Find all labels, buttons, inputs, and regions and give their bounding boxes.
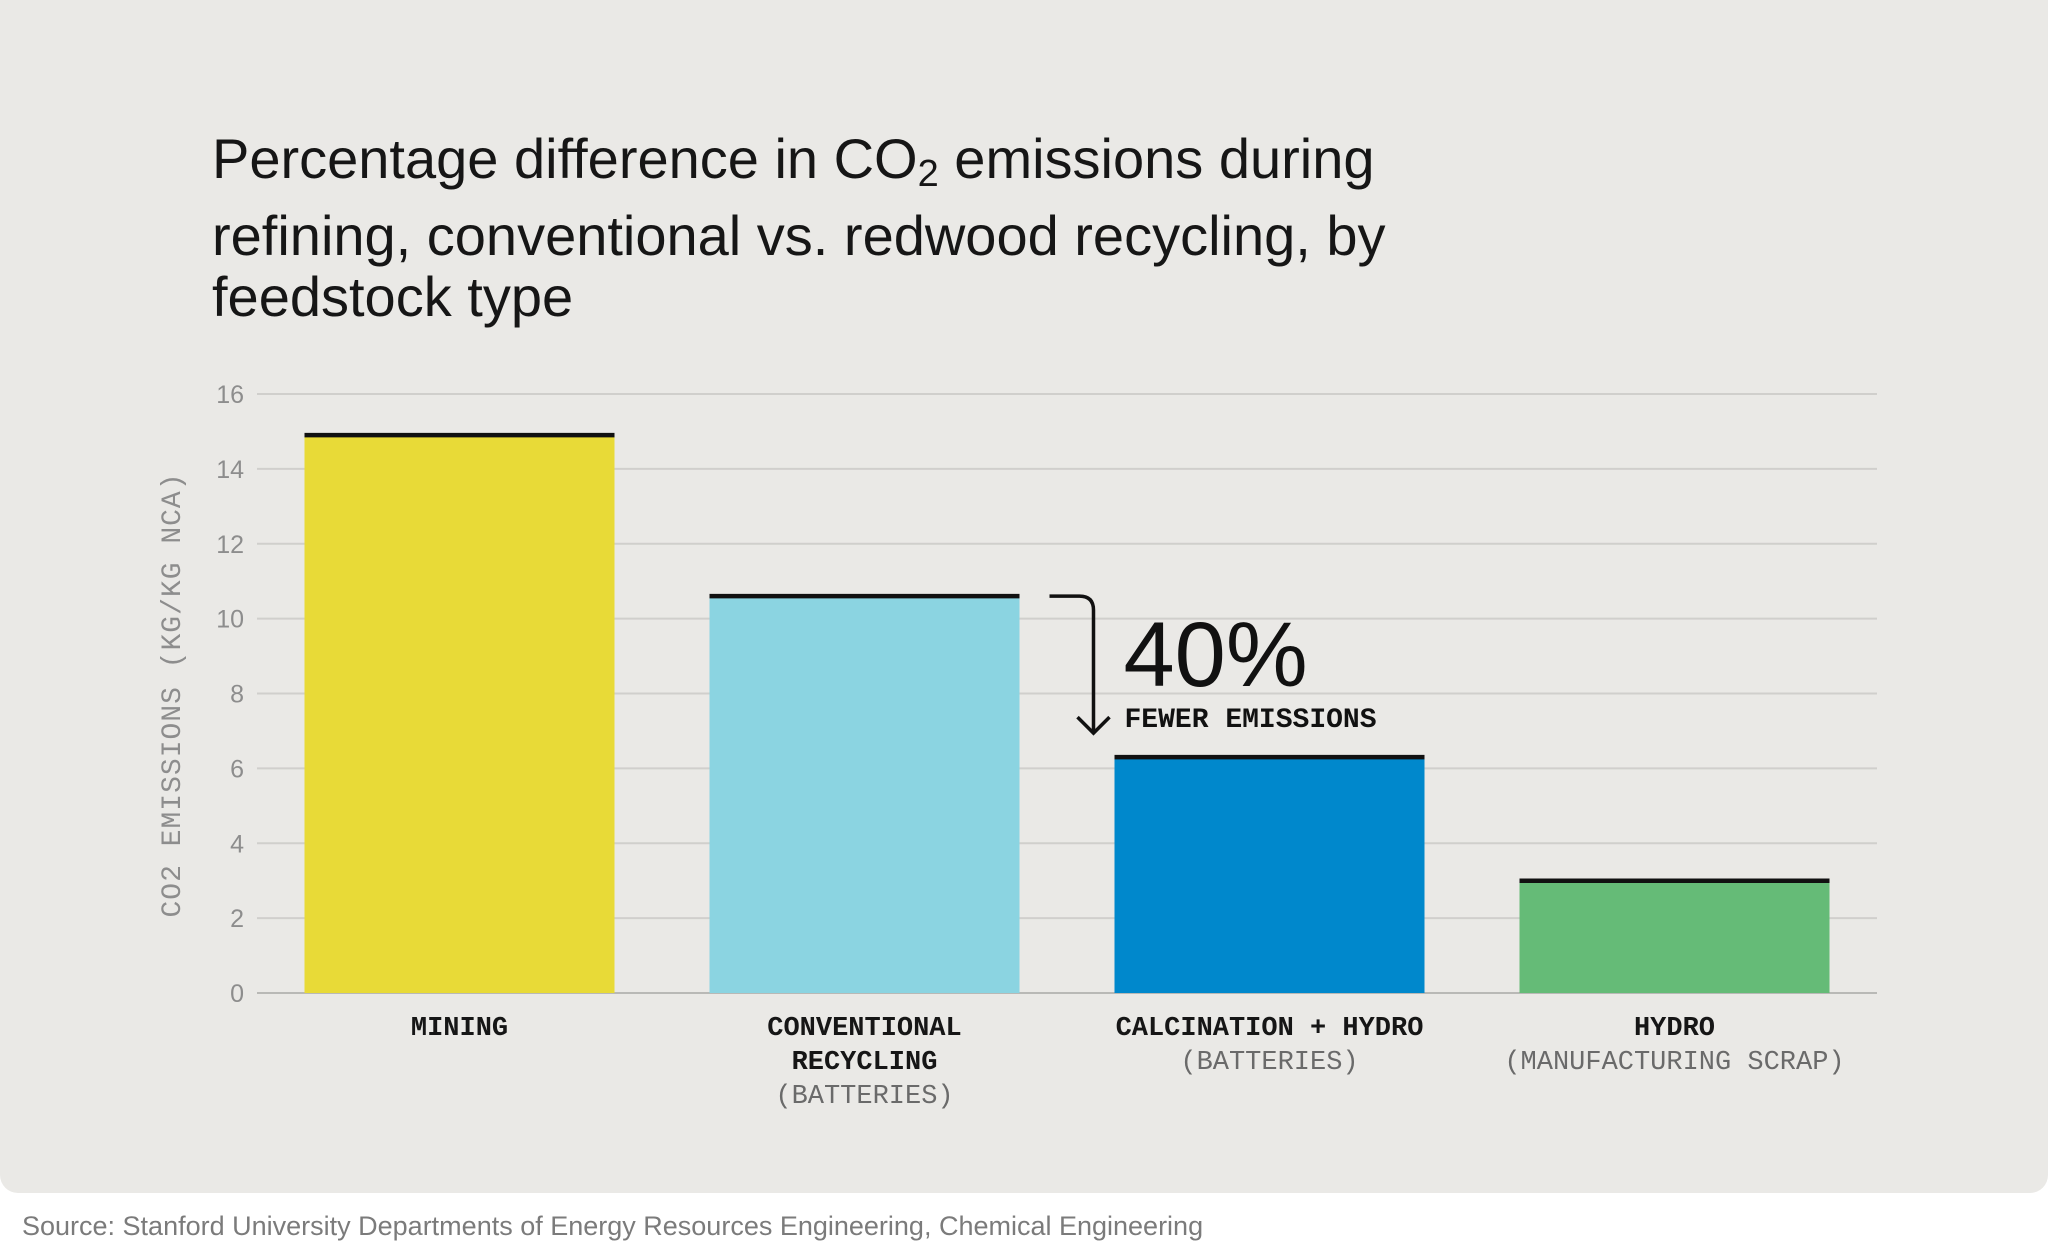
chart-title: Percentage difference in CO2 emissions d… <box>212 127 1386 328</box>
y-tick-label: 14 <box>216 456 244 484</box>
y-tick-label: 4 <box>230 830 244 858</box>
y-tick-label: 10 <box>216 606 244 634</box>
y-tick-label: 12 <box>216 531 244 559</box>
category-sublabel: (BATTERIES) <box>775 1082 953 1112</box>
y-tick-label: 0 <box>230 980 244 1008</box>
category-label: RECYCLING <box>792 1048 938 1078</box>
bar <box>1519 880 1830 993</box>
x-axis-categories: MINING CONVENTIONAL RECYCLING (BATTERIES) CA… <box>411 1014 1845 1112</box>
y-axis-ticks: 0 2 4 6 8 10 12 14 16 <box>216 381 244 1008</box>
category-label: HYDRO <box>1634 1014 1715 1044</box>
bar <box>304 435 615 993</box>
source-note: Source: Stanford University Departments … <box>22 1211 1204 1241</box>
annotation-label: FEWER EMISSIONS <box>1125 705 1377 736</box>
down-arrow-icon <box>1049 594 1111 736</box>
category-label: MINING <box>411 1014 508 1044</box>
category-label: CONVENTIONAL <box>767 1014 961 1044</box>
category-sublabel: (BATTERIES) <box>1180 1048 1358 1078</box>
bar <box>709 596 1020 993</box>
y-tick-label: 8 <box>230 681 244 709</box>
reduction-annotation: 40% FEWER EMISSIONS <box>1049 594 1377 736</box>
bars <box>304 432 1830 993</box>
y-tick-label: 2 <box>230 905 244 933</box>
y-tick-label: 6 <box>230 755 244 783</box>
bar <box>1114 757 1425 993</box>
annotation-percentage: 40% <box>1124 604 1308 706</box>
category-label: CALCINATION + HYDRO <box>1116 1014 1424 1044</box>
y-tick-label: 16 <box>216 381 244 409</box>
category-sublabel: (MANUFACTURING SCRAP) <box>1504 1048 1844 1078</box>
y-axis-label: CO2 EMISSIONS (KG/KG NCA) <box>158 472 189 917</box>
